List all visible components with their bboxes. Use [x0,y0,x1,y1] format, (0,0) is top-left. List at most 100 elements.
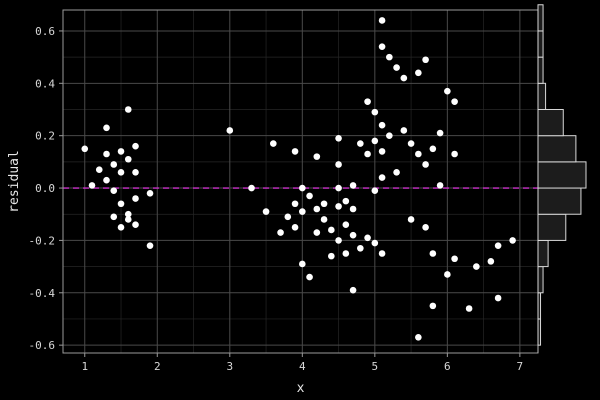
data-point [132,142,139,150]
data-point [378,43,386,50]
scatter-points [81,17,516,341]
data-point [422,56,429,64]
data-point [378,250,386,257]
data-point [117,200,125,208]
data-point [429,145,437,153]
x-tick-label: 1 [81,360,88,373]
data-point [124,155,132,163]
data-point [103,124,110,132]
data-point [444,271,451,278]
data-point [306,192,313,200]
data-point [415,150,422,158]
x-axis-title: x [297,381,305,396]
data-point [357,244,364,252]
data-point [451,150,458,158]
data-point [299,260,306,268]
data-point [342,250,350,257]
data-point [400,74,408,82]
data-point [81,145,89,153]
data-point [509,237,516,244]
marginal-histogram [537,4,587,353]
data-point [400,127,408,134]
data-point [291,148,299,155]
x-tick-label: 5 [372,360,379,373]
data-point [429,250,437,257]
histogram-bar [537,108,564,137]
data-point [371,187,379,194]
data-point [444,87,451,95]
x-tick-label: 6 [444,360,451,373]
data-point [110,213,118,221]
y-tick-label: 0.6 [35,25,55,38]
data-point [320,200,328,208]
y-tick-label: -0.6 [29,339,56,352]
data-point [393,64,400,71]
histogram-bar [537,135,577,163]
data-point [386,132,393,139]
data-point [313,205,321,213]
data-point [393,169,400,176]
y-tick-label: 0.2 [35,130,55,143]
data-point [117,148,125,155]
histogram-bar [537,213,567,241]
data-point [110,161,118,168]
data-point [342,197,350,205]
data-point [407,216,415,223]
data-point [407,140,415,147]
data-point [436,182,444,189]
data-point [386,53,393,61]
data-point [364,150,371,158]
x-tick-label: 3 [226,360,233,373]
data-point [335,161,342,168]
y-tick-label: -0.4 [29,287,56,300]
data-point [103,150,110,158]
data-point [415,333,422,341]
data-point [328,252,335,260]
data-point [494,242,502,249]
data-point [378,121,386,129]
histogram-bar [537,266,544,294]
data-point [299,208,306,215]
data-point [378,148,386,155]
histogram-bar [537,82,547,110]
data-point [270,140,277,147]
data-point [378,17,386,24]
data-point [291,224,299,231]
data-point [103,176,110,184]
data-point [110,187,118,194]
y-tick-label: 0.0 [35,182,55,195]
histogram-bar [537,318,542,346]
data-point [415,69,422,77]
y-tick-label: 0.4 [35,77,55,90]
data-point [494,294,502,302]
data-point [451,98,458,105]
x-tick-label: 4 [299,360,306,373]
data-point [124,106,132,113]
data-point [320,216,328,223]
data-point [371,137,379,145]
data-point [313,153,321,160]
x-tick-label: 7 [517,360,524,373]
data-point [371,108,379,116]
histogram-bar [537,56,544,84]
data-point [226,127,234,134]
histogram-bar [537,292,542,320]
data-point [291,200,299,208]
axis-ticks: 1 2 3 4 5 6 7 -0.6 -0.4 -0.2 0.0 0.2 0.4 0.6 [29,25,524,373]
data-point [146,242,154,249]
data-point [306,273,313,281]
data-point [132,195,139,202]
data-point [88,182,96,189]
data-point [429,302,437,310]
data-point [349,286,357,294]
data-point [473,263,480,270]
data-point [342,221,350,229]
data-point [364,98,371,105]
data-point [95,166,103,174]
data-point [117,224,125,231]
data-point [349,231,357,239]
x-tick-label: 2 [154,360,161,373]
data-point [422,224,429,231]
data-point [378,174,386,181]
data-point [335,237,342,244]
